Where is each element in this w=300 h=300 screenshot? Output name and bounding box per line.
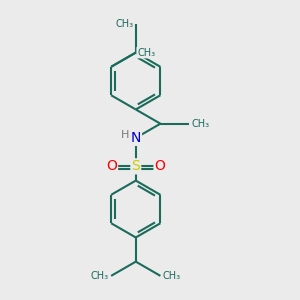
Text: CH₃: CH₃ — [137, 48, 155, 58]
Text: CH₃: CH₃ — [192, 119, 210, 129]
Text: O: O — [106, 159, 117, 173]
Text: CH₃: CH₃ — [116, 19, 134, 29]
Text: S: S — [131, 159, 140, 173]
Text: O: O — [154, 159, 165, 173]
Text: CH₃: CH₃ — [163, 271, 181, 281]
Text: N: N — [130, 131, 141, 145]
Text: H: H — [121, 130, 129, 140]
Text: CH₃: CH₃ — [91, 271, 109, 281]
